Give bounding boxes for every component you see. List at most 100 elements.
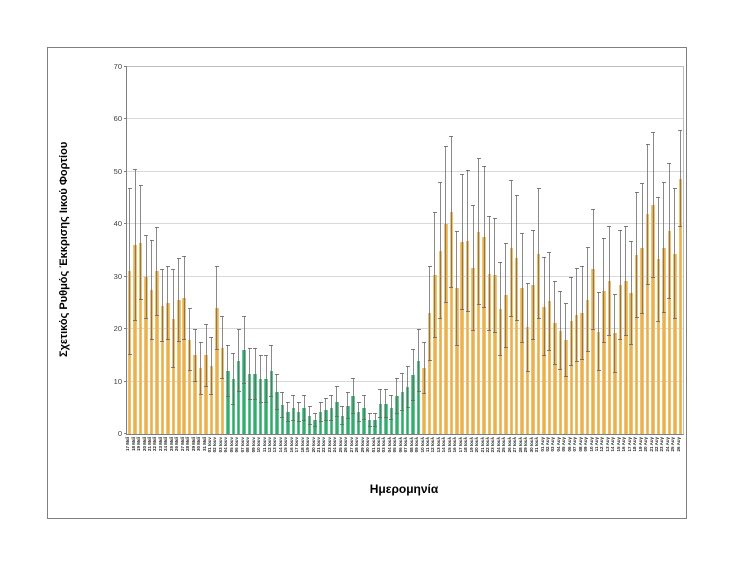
error-bar-cap bbox=[438, 317, 443, 319]
bar bbox=[536, 253, 541, 434]
error-bar-cap bbox=[525, 370, 530, 372]
bar bbox=[346, 405, 350, 434]
error-bar-cap bbox=[242, 383, 247, 385]
error-bar bbox=[520, 233, 525, 344]
error-bar-cap bbox=[438, 182, 443, 184]
bar bbox=[275, 392, 279, 434]
error-bar-line bbox=[227, 344, 229, 398]
error-bar bbox=[629, 240, 634, 346]
error-bar bbox=[154, 226, 159, 317]
error-bar-cap bbox=[378, 417, 383, 419]
error-bar-cap bbox=[405, 365, 410, 367]
bar bbox=[476, 231, 481, 434]
error-bar-cap bbox=[231, 404, 236, 406]
error-bar-cap bbox=[672, 188, 677, 190]
error-bar-cap bbox=[465, 170, 470, 172]
error-bar-cap bbox=[574, 267, 579, 269]
error-bar-cap bbox=[373, 426, 378, 428]
bar bbox=[242, 350, 246, 434]
bar bbox=[171, 318, 176, 434]
y-tick-mark bbox=[124, 118, 127, 120]
error-bar-line bbox=[325, 398, 327, 422]
x-tick-label: 26 Αυγ bbox=[675, 437, 681, 452]
error-bar-cap bbox=[672, 318, 677, 320]
y-tick-label: 30 bbox=[113, 271, 122, 281]
error-bar bbox=[596, 292, 601, 372]
bar bbox=[514, 257, 519, 434]
error-bar-line bbox=[200, 342, 202, 395]
error-bar-line bbox=[385, 388, 387, 419]
error-bar-cap bbox=[307, 424, 312, 426]
error-bar bbox=[253, 347, 258, 400]
error-bar bbox=[536, 188, 541, 320]
error-bar bbox=[264, 355, 269, 403]
plot-area: 0 10 20 30 40 50 60 70 bbox=[114, 62, 684, 438]
error-bar bbox=[193, 329, 198, 382]
error-bar-cap bbox=[362, 395, 367, 397]
error-bar-cap bbox=[678, 129, 683, 131]
error-bar bbox=[569, 276, 574, 366]
error-bar bbox=[160, 268, 165, 343]
bar bbox=[389, 407, 394, 434]
error-bar bbox=[601, 238, 606, 344]
error-bar-line bbox=[281, 392, 283, 419]
y-tick-mark bbox=[124, 223, 127, 225]
bar bbox=[149, 289, 154, 434]
error-bar-cap bbox=[422, 341, 427, 343]
error-bar bbox=[231, 352, 236, 406]
error-bar-cap bbox=[144, 317, 149, 319]
error-bar bbox=[618, 229, 623, 340]
error-bar-line bbox=[320, 401, 321, 423]
error-bar-cap bbox=[269, 396, 274, 398]
error-bar-cap bbox=[144, 234, 149, 236]
bar bbox=[378, 403, 383, 434]
error-bar-line bbox=[679, 129, 681, 228]
error-bar-cap bbox=[171, 268, 176, 270]
error-bar-line bbox=[172, 268, 174, 369]
bar bbox=[269, 371, 274, 434]
error-bar-cap bbox=[280, 392, 285, 394]
error-bar-line bbox=[194, 329, 196, 382]
error-bar-line bbox=[330, 394, 332, 421]
error-bar-cap bbox=[334, 385, 339, 387]
error-bar-cap bbox=[525, 282, 530, 284]
error-bar-cap bbox=[476, 158, 481, 160]
error-bar bbox=[443, 145, 448, 303]
error-bar-cap bbox=[182, 338, 187, 340]
error-bar-cap bbox=[204, 323, 209, 325]
y-tick-label: 70 bbox=[113, 62, 122, 71]
error-bar-line bbox=[587, 247, 589, 353]
error-bar-cap bbox=[323, 420, 328, 422]
error-bar-cap bbox=[460, 173, 465, 175]
bar bbox=[602, 290, 606, 434]
bar bbox=[574, 315, 579, 434]
bar bbox=[662, 247, 666, 434]
y-tick-label: 60 bbox=[113, 114, 122, 124]
error-bar-line bbox=[598, 292, 599, 372]
error-bar-line bbox=[243, 316, 245, 385]
error-bar-cap bbox=[214, 349, 219, 351]
error-bar bbox=[351, 377, 356, 414]
gridline bbox=[127, 275, 683, 277]
error-bar-cap bbox=[351, 412, 356, 414]
error-bar-cap bbox=[536, 188, 541, 190]
error-bar-cap bbox=[667, 162, 672, 164]
error-bar bbox=[329, 394, 334, 421]
error-bar-line bbox=[134, 169, 136, 322]
error-bar-cap bbox=[160, 268, 165, 270]
error-bar bbox=[165, 266, 170, 340]
error-bar bbox=[280, 392, 285, 419]
error-bar-line bbox=[412, 348, 414, 401]
error-bar-cap bbox=[176, 258, 181, 260]
bar bbox=[411, 374, 415, 434]
error-bar-cap bbox=[367, 412, 372, 414]
error-bar-cap bbox=[591, 328, 596, 330]
error-bar bbox=[612, 294, 617, 373]
error-bar-cap bbox=[492, 217, 497, 219]
error-bar-line bbox=[445, 145, 447, 303]
error-bar-cap bbox=[127, 187, 132, 189]
error-bar bbox=[492, 217, 497, 333]
bar bbox=[253, 373, 257, 434]
error-bar-line bbox=[548, 251, 550, 352]
error-bar-line bbox=[407, 365, 409, 408]
